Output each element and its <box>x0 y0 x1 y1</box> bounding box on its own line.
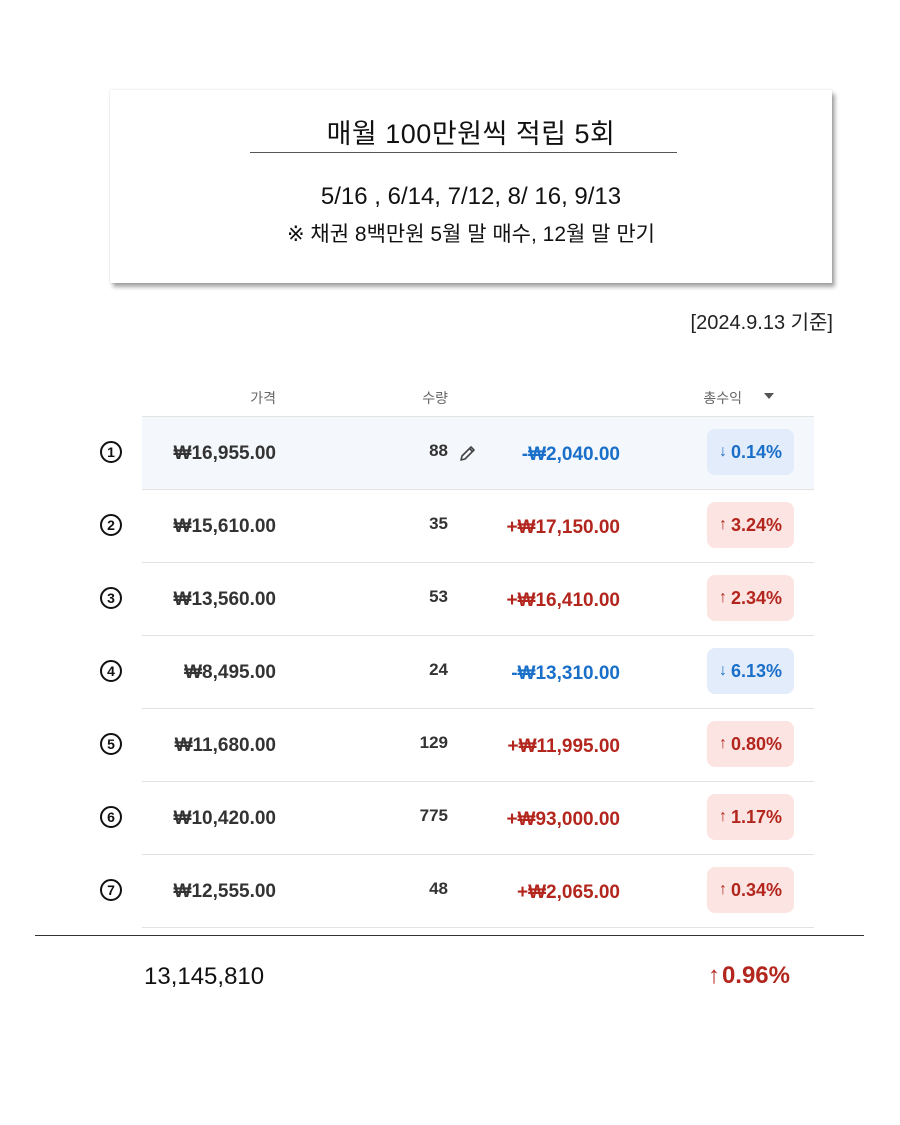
table-header: 가격 수량 총수익 <box>142 372 814 417</box>
total-percent-value: 0.96% <box>721 962 790 989</box>
total-percent: ↑0.96% <box>708 962 790 990</box>
quantity-cell: 35 <box>429 514 448 533</box>
price-cell: ₩11,680.00 <box>174 735 276 756</box>
percent-change-value: 2.34% <box>730 587 782 608</box>
price-cell: ₩10,420.00 <box>173 808 276 829</box>
gain-amount-cell: +₩16,410.00 <box>506 590 620 611</box>
percent-change-value: 0.80% <box>730 733 782 754</box>
percent-change-value: 6.13% <box>730 660 782 681</box>
gain-amount-cell: +₩2,065.00 <box>517 882 620 903</box>
row-number-marker: 1 <box>100 441 122 463</box>
percent-change-chip: ↑ 0.80% <box>706 721 794 767</box>
as-of-date: [2024.9.13 기준] <box>690 312 833 334</box>
arrow-up-icon: ↑ <box>707 962 720 989</box>
percent-change-chip: ↓ 6.13% <box>706 648 794 694</box>
percent-change-value: 0.34% <box>730 879 782 900</box>
arrow-up-icon: ↑ <box>718 881 727 898</box>
arrow-down-icon: ↓ <box>718 662 727 679</box>
row-number-marker: 5 <box>100 733 122 755</box>
quantity-cell: 48 <box>429 879 448 898</box>
gain-amount-cell: +₩11,995.00 <box>507 736 620 757</box>
total-divider <box>35 935 864 936</box>
table-body: 1 ₩16,955.00 88 -₩2,040.00 ↓ 0.14% 2 ₩15,610.00… <box>100 417 814 928</box>
price-cell: ₩16,955.00 <box>173 443 276 464</box>
table-row[interactable]: 4 ₩8,495.00 24 -₩13,310.00 ↓ 6.13% <box>100 636 814 709</box>
percent-change-chip: ↓ 0.14% <box>706 429 794 475</box>
percent-change-value: 0.14% <box>730 441 782 462</box>
table-row[interactable]: 5 ₩11,680.00 129 +₩11,995.00 ↑ 0.80% <box>100 709 814 782</box>
header-price: 가격 <box>250 390 276 406</box>
percent-change-value: 1.17% <box>730 806 782 827</box>
table-row[interactable]: 2 ₩15,610.00 35 +₩17,150.00 ↑ 3.24% <box>100 490 814 563</box>
info-dates: 5/16 , 6/14, 7/12, 8/ 16, 9/13 <box>320 183 622 210</box>
quantity-cell: 88 <box>429 441 448 460</box>
quantity-cell: 53 <box>429 587 448 606</box>
gain-amount-cell: +₩93,000.00 <box>506 809 620 830</box>
quantity-cell: 24 <box>429 660 448 679</box>
gain-amount-cell: -₩13,310.00 <box>511 663 620 684</box>
arrow-up-icon: ↑ <box>718 516 727 533</box>
table-row[interactable]: 1 ₩16,955.00 88 -₩2,040.00 ↓ 0.14% <box>100 417 814 490</box>
price-cell: ₩8,495.00 <box>184 662 276 683</box>
caret-down-icon[interactable] <box>764 393 774 399</box>
quantity-cell: 775 <box>419 806 448 825</box>
arrow-up-icon: ↑ <box>718 589 727 606</box>
arrow-up-icon: ↑ <box>718 735 727 752</box>
info-title: 매월 100만원씩 적립 5회 <box>326 119 616 149</box>
percent-change-chip: ↑ 1.17% <box>706 794 794 840</box>
total-amount: 13,145,810 <box>144 963 265 990</box>
holdings-table: 가격 수량 총수익 1 ₩16,955.00 88 -₩2,040.00 ↓ 0.14% 2… <box>100 372 814 928</box>
header-qty: 수량 <box>422 390 448 406</box>
row-number-marker: 7 <box>100 879 122 901</box>
info-box: 매월 100만원씩 적립 5회 5/16 , 6/14, 7/12, 8/ 16… <box>110 90 832 283</box>
row-number-marker: 2 <box>100 514 122 536</box>
title-underline <box>250 152 677 153</box>
percent-change-chip: ↑ 2.34% <box>706 575 794 621</box>
arrow-down-icon: ↓ <box>718 443 727 460</box>
percent-change-chip: ↑ 0.34% <box>706 867 794 913</box>
gain-amount-cell: -₩2,040.00 <box>521 444 620 465</box>
price-cell: ₩13,560.00 <box>173 589 276 610</box>
price-cell: ₩15,610.00 <box>173 516 276 537</box>
arrow-up-icon: ↑ <box>718 808 727 825</box>
row-number-marker: 4 <box>100 660 122 682</box>
row-number-marker: 3 <box>100 587 122 609</box>
row-number-marker: 6 <box>100 806 122 828</box>
table-row[interactable]: 6 ₩10,420.00 775 +₩93,000.00 ↑ 1.17% <box>100 782 814 855</box>
table-row[interactable]: 7 ₩12,555.00 48 +₩2,065.00 ↑ 0.34% <box>100 855 814 928</box>
price-cell: ₩12,555.00 <box>173 881 276 902</box>
info-note: ※ 채권 8백만원 5월 말 매수, 12월 말 만기 <box>287 223 655 246</box>
gain-amount-cell: +₩17,150.00 <box>506 517 620 538</box>
percent-change-chip: ↑ 3.24% <box>706 502 794 548</box>
percent-change-value: 3.24% <box>730 514 782 535</box>
pencil-icon[interactable] <box>458 443 478 463</box>
header-total-gain[interactable]: 총수익 <box>703 390 742 406</box>
quantity-cell: 129 <box>419 733 448 752</box>
table-row[interactable]: 3 ₩13,560.00 53 +₩16,410.00 ↑ 2.34% <box>100 563 814 636</box>
